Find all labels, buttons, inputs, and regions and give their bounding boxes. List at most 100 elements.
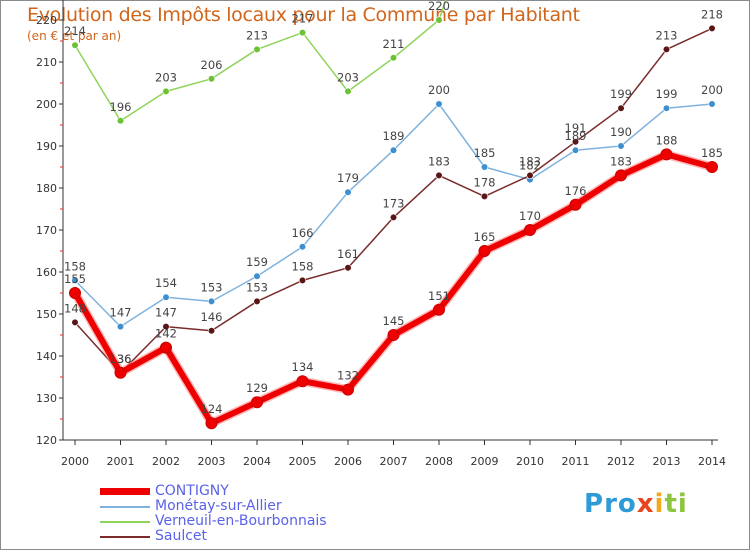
data-label: 183 <box>519 154 541 168</box>
data-point <box>615 169 627 182</box>
legend-swatch-verneuil <box>100 520 150 523</box>
data-label: 189 <box>383 129 405 143</box>
legend-swatch-contigny <box>100 488 150 495</box>
legend-label-verneuil: Verneuil-en-Bourbonnais <box>155 513 327 529</box>
data-point <box>389 54 398 62</box>
data-point <box>207 297 216 306</box>
data-label: 132 <box>337 369 359 383</box>
data-label: 147 <box>155 306 177 320</box>
legend-item-contigny: CONTIGNY <box>100 484 327 499</box>
series-group <box>69 0 718 430</box>
data-label: 182 <box>519 159 541 173</box>
data-label: 165 <box>474 230 496 244</box>
data-label: 191 <box>565 121 587 135</box>
data-point <box>71 276 79 285</box>
y-tick-label: 180 <box>36 182 57 195</box>
legend-label-contigny: CONTIGNY <box>155 483 229 499</box>
data-label: 158 <box>64 259 86 273</box>
data-label: 154 <box>155 276 177 290</box>
legend-item-monetay: Monétay-sur-Allier <box>100 499 327 514</box>
data-label: 200 <box>428 83 450 97</box>
data-label: 213 <box>246 28 268 42</box>
legend-item-verneuil: Verneuil-en-Bourbonnais <box>100 514 327 529</box>
data-label: 211 <box>383 37 405 51</box>
legend-swatch-monetay <box>100 505 150 508</box>
x-tick-label: 2014 <box>698 455 726 468</box>
data-label: 142 <box>155 327 177 341</box>
x-tick-label: 2002 <box>152 455 180 468</box>
data-label: 214 <box>64 24 86 38</box>
x-tick-label: 2000 <box>61 455 89 468</box>
data-label: 183 <box>428 154 450 168</box>
y-tick-label: 140 <box>36 350 57 363</box>
data-point <box>662 104 671 112</box>
proxiti-logo: Proxiti <box>584 489 688 519</box>
data-label: 129 <box>246 381 268 395</box>
data-label: 145 <box>383 314 405 328</box>
data-label: 178 <box>474 175 496 189</box>
logo-letter: o <box>617 489 637 519</box>
x-tick-label: 2009 <box>471 455 499 468</box>
data-point <box>160 341 172 354</box>
data-point <box>524 224 536 236</box>
data-label: 213 <box>656 28 678 42</box>
data-label: 147 <box>110 306 132 320</box>
x-tick-label: 2003 <box>198 455 226 468</box>
data-point <box>298 243 307 251</box>
data-point <box>571 138 580 146</box>
data-label: 148 <box>64 301 86 315</box>
data-label: 151 <box>428 289 450 303</box>
data-label: 206 <box>201 58 223 72</box>
y-tick-label: 200 <box>36 98 57 111</box>
data-label: 199 <box>610 87 632 101</box>
data-point <box>253 272 261 280</box>
data-label: 153 <box>201 280 223 294</box>
data-point <box>435 16 443 24</box>
data-point <box>344 87 352 95</box>
data-point <box>251 396 263 409</box>
x-tick-label: 2004 <box>243 455 271 468</box>
data-point <box>298 28 307 37</box>
x-tick-label: 2007 <box>380 455 408 468</box>
data-label: 189 <box>565 129 587 143</box>
data-point <box>435 100 443 108</box>
data-point <box>708 100 716 108</box>
legend-item-saulcet: Saulcet <box>100 529 327 544</box>
x-tick-label: 2001 <box>107 455 135 468</box>
data-label: 218 <box>701 7 723 21</box>
logo-letter: i <box>677 489 688 519</box>
data-point <box>298 276 307 285</box>
x-tick-label: 2010 <box>516 455 544 468</box>
data-label: 153 <box>246 280 268 294</box>
data-point <box>662 45 671 54</box>
logo-letter: i <box>654 489 665 519</box>
data-point <box>162 323 170 331</box>
x-tick-label: 2013 <box>653 455 681 468</box>
data-label: 173 <box>383 196 405 210</box>
data-label: 166 <box>292 226 314 240</box>
data-point <box>433 303 445 316</box>
data-point <box>706 161 718 173</box>
data-label: 190 <box>610 125 632 139</box>
data-point <box>344 264 352 272</box>
x-tick-label: 2011 <box>562 455 590 468</box>
data-point <box>660 148 673 161</box>
data-point <box>71 318 79 327</box>
data-point <box>207 75 216 83</box>
data-label: 199 <box>656 87 678 101</box>
data-point <box>478 245 491 257</box>
data-label: 200 <box>701 83 723 97</box>
x-tick-label: 2012 <box>607 455 635 468</box>
data-label: 220 <box>428 0 450 13</box>
data-point <box>571 146 580 154</box>
data-label: 159 <box>246 255 268 269</box>
data-point <box>116 117 125 125</box>
data-point <box>296 375 309 388</box>
axes: 1201301401501601701801902002102202302402… <box>36 0 726 468</box>
data-point <box>389 213 398 221</box>
y-tick-label: 130 <box>36 392 57 405</box>
data-point <box>162 293 170 301</box>
data-point <box>253 45 261 54</box>
data-label: 134 <box>292 360 314 374</box>
x-tick-label: 2008 <box>425 455 453 468</box>
